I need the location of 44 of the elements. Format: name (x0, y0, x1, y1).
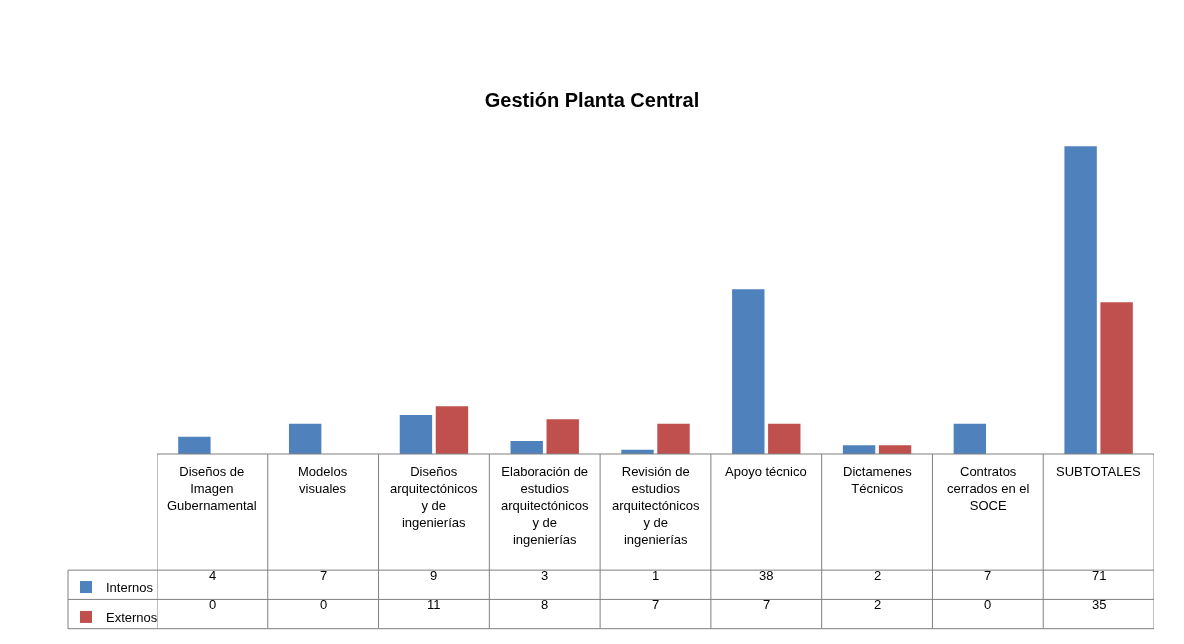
data-label: 2 (874, 597, 882, 612)
bar (878, 445, 912, 454)
bar (768, 423, 801, 454)
data-label: 9 (430, 568, 438, 583)
data-label: 4 (209, 568, 217, 583)
data-label: 0 (209, 597, 217, 612)
bar (1064, 146, 1097, 454)
data-label: 71 (1092, 568, 1107, 583)
data-label: 0 (320, 597, 328, 612)
data-label: 38 (759, 568, 774, 583)
x-tick-label: Diseños de Imagen Gubernamental (167, 464, 257, 513)
bar (399, 414, 433, 454)
data-label: 11 (427, 597, 441, 612)
data-label: 2 (874, 568, 882, 583)
data-label: 7 (984, 568, 992, 583)
x-tick-label: Revisión de estudios arquitectónicos y de ingenierías (612, 464, 700, 547)
bar (657, 423, 690, 454)
x-tick-label: Apoyo técnico (725, 464, 807, 479)
bar (842, 445, 876, 454)
bar (435, 406, 469, 454)
data-label: 35 (1092, 597, 1107, 612)
x-tick-label: Elaboración de estudios arquitectónicos y de ingenierías (501, 464, 589, 547)
bar (546, 419, 579, 454)
bar (510, 440, 543, 454)
data-label: 8 (541, 597, 549, 612)
bar (953, 423, 987, 454)
data-label: 7 (652, 597, 660, 612)
data-label: 7 (320, 568, 328, 583)
bar (178, 436, 211, 454)
bar (1100, 302, 1133, 454)
bar (288, 423, 322, 454)
x-tick-label: Modelos visuales (298, 464, 348, 496)
legend-label: Externos (106, 610, 158, 625)
legend-label: Internos (106, 580, 154, 596)
data-label: 7 (763, 597, 771, 612)
data-label: 0 (984, 597, 992, 612)
x-tick-label: Dictamenes Técnicos (843, 464, 913, 496)
x-tick-label: SUBTOTALES (1056, 464, 1142, 479)
x-tick-label: Diseños arquitectónicos y de ingenierías (390, 464, 478, 530)
data-label: 3 (541, 568, 549, 583)
chart-title: Gestión Planta Central (484, 89, 700, 111)
x-tick-label: Contratos cerrados en el SOCE (947, 464, 1030, 513)
bar (732, 289, 765, 454)
data-label: 1 (652, 568, 660, 583)
